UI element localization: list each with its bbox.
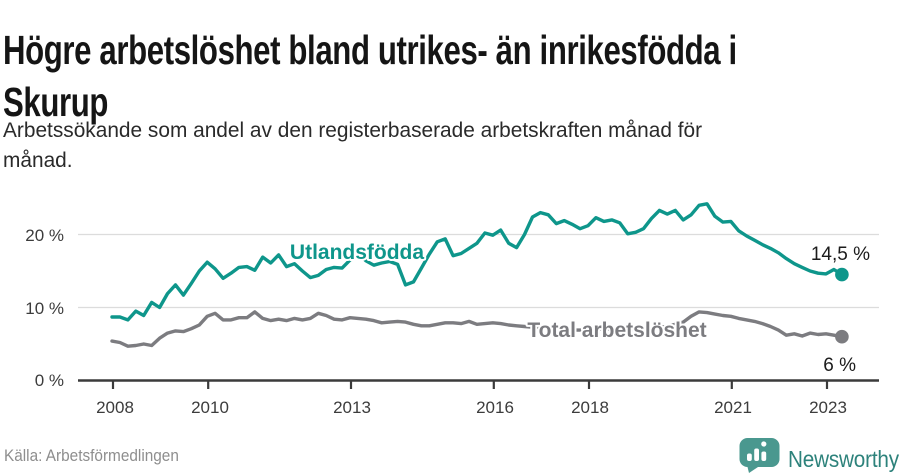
page-title-line1: Högre arbetslöshet bland utrikes- än inr… bbox=[3, 27, 737, 74]
y-tick-label-20: 20 % bbox=[25, 226, 64, 245]
logo-dot bbox=[761, 441, 767, 447]
line-chart: 20 % 10 % 0 % 2008 2010 2013 2016 2018 2… bbox=[25, 202, 879, 417]
series-label-utlandsfodda: Utlandsfödda bbox=[290, 241, 424, 264]
chart-subtitle: Arbetssökande som andel av den registerb… bbox=[3, 115, 702, 175]
chart-subtitle-line2: månad. bbox=[3, 147, 73, 172]
end-value-label-utlandsfodda: 14,5 % bbox=[811, 244, 870, 265]
x-tick-label-2021: 2021 bbox=[714, 398, 752, 417]
y-tick-label-0: 0 % bbox=[35, 371, 64, 390]
x-tick-label-2016: 2016 bbox=[476, 398, 514, 417]
page-title-line2: Skurup bbox=[3, 79, 109, 126]
x-tick-label-2013: 2013 bbox=[333, 398, 371, 417]
series-line-total bbox=[110, 310, 844, 348]
x-tick-label-2010: 2010 bbox=[191, 398, 229, 417]
source-note: Källa: Arbetsförmedlingen bbox=[4, 447, 179, 465]
series-end-dot-total bbox=[835, 329, 849, 344]
series-lines bbox=[110, 202, 849, 348]
newsworthy-wordmark: Newsworthy bbox=[788, 446, 899, 472]
newsworthy-logo-icon bbox=[739, 438, 780, 473]
logo-bar-tall bbox=[754, 448, 759, 461]
x-tick-label-2023: 2023 bbox=[809, 398, 847, 417]
logo-bar-medium bbox=[761, 451, 767, 461]
logo-bar-small bbox=[747, 453, 752, 461]
x-tick-label-2018: 2018 bbox=[571, 398, 609, 417]
y-tick-label-10: 10 % bbox=[25, 299, 64, 318]
series-end-dot-utlandsfodda bbox=[835, 267, 849, 282]
series-label-total-arbetsloshet: Total arbetslöshet bbox=[527, 319, 706, 342]
newsworthy-brand: Newsworthy bbox=[738, 437, 899, 474]
x-tick-label-2008: 2008 bbox=[96, 398, 134, 417]
series-line-utlandsfodda bbox=[110, 202, 844, 322]
page-title: Högre arbetslöshet bland utrikes- än inr… bbox=[3, 24, 737, 128]
chart-subtitle-line1: Arbetssökande som andel av den registerb… bbox=[3, 117, 703, 142]
end-value-label-total: 6 % bbox=[823, 355, 856, 376]
gridlines bbox=[78, 233, 879, 389]
